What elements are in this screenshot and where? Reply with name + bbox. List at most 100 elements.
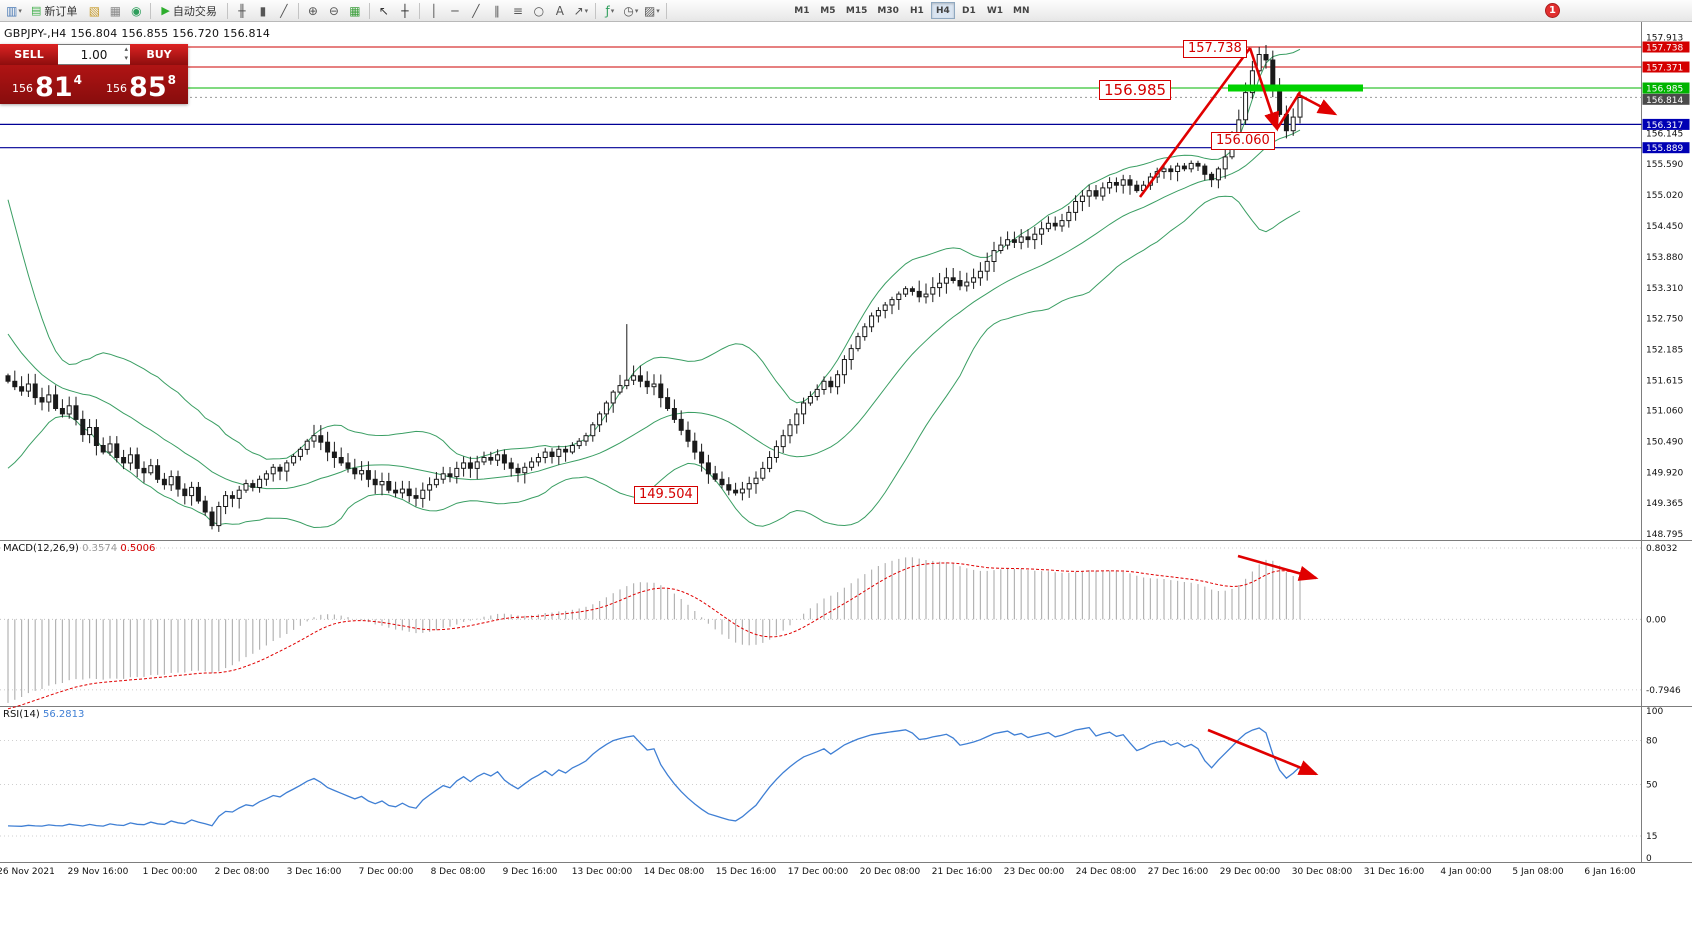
bollinger-bands	[7, 48, 1301, 529]
chart-canvas[interactable]: 0.8032 0.00 -0.7946 100 80 50 15 0 157.913 156.14…	[0, 22, 1692, 940]
volume-up-icon[interactable]: ▴	[124, 45, 128, 53]
profiles-icon[interactable]: ▧	[84, 2, 104, 20]
buy-button[interactable]: BUY	[130, 44, 188, 65]
cursor-icon: ↖	[378, 3, 389, 18]
horizontal-line-icon[interactable]: ─	[445, 2, 465, 20]
text-icon[interactable]: A	[550, 2, 570, 20]
periods-icon[interactable]: ◷ ▾	[621, 2, 641, 20]
market-watch-icon[interactable]: ▦	[105, 2, 125, 20]
fibonacci-icon[interactable]: ≡	[508, 2, 528, 20]
shapes-icon: ○	[533, 3, 545, 18]
svg-text:9 Dec 16:00: 9 Dec 16:00	[503, 867, 558, 877]
toolbar-separator	[226, 2, 228, 19]
arrow-tool-icon[interactable]: ↗ ▾	[571, 2, 591, 20]
crosshair-icon: ┼	[401, 3, 409, 18]
sell-button[interactable]: SELL	[0, 44, 58, 65]
svg-text:149.365: 149.365	[1646, 499, 1683, 509]
bollinger-middle-band	[7, 129, 1301, 490]
price-marker	[1642, 82, 1690, 94]
price-annotation-low[interactable]: 149.504	[634, 486, 698, 504]
timeframe-M30[interactable]: M30	[877, 5, 899, 16]
sell-price-prefix: 156	[12, 82, 34, 95]
tile-windows-icon[interactable]: ▦	[345, 2, 365, 20]
svg-text:50: 50	[1646, 781, 1658, 791]
macd-name: MACD(12,26,9)	[3, 543, 79, 554]
price-marker	[1642, 61, 1690, 73]
price-annotation-resistance[interactable]: 156.985	[1099, 80, 1172, 100]
buy-price[interactable]: 156 85 8	[94, 65, 188, 104]
bollinger-upper-band	[7, 48, 1301, 460]
cursor-icon[interactable]: ↖	[374, 2, 394, 20]
zoom-in-icon[interactable]: ⊕	[303, 2, 323, 20]
chart-ohlc-title: GBPJPY-,H4 156.804 156.855 156.720 156.814	[4, 27, 274, 40]
candlestick-chart-icon: ▮	[259, 3, 267, 18]
svg-text:155.889: 155.889	[1646, 144, 1683, 154]
market-watch-icon: ▦	[109, 3, 122, 18]
price-marker	[1642, 118, 1690, 130]
price-annotation-pullback[interactable]: 156.060	[1211, 132, 1275, 150]
notification-badge[interactable]: 1	[1545, 3, 1560, 18]
navigator-icon[interactable]: ◉	[126, 2, 146, 20]
line-chart-icon[interactable]: ╱	[274, 2, 294, 20]
symbol-period: GBPJPY-,H4	[4, 27, 67, 40]
svg-text:152.750: 152.750	[1646, 315, 1683, 325]
volume-field[interactable]: 1.00 ▴ ▾	[58, 44, 130, 65]
svg-text:8 Dec 08:00: 8 Dec 08:00	[431, 867, 486, 877]
crosshair-icon[interactable]: ┼	[395, 2, 415, 20]
timeframe-H1[interactable]: H1	[909, 5, 924, 16]
svg-text:14 Dec 08:00: 14 Dec 08:00	[644, 867, 705, 877]
volume-stepper[interactable]: ▴ ▾	[124, 46, 128, 64]
zoom-out-icon[interactable]: ⊖	[324, 2, 344, 20]
macd-signal-value: 0.5006	[120, 543, 156, 554]
svg-text:152.185: 152.185	[1646, 345, 1683, 355]
sell-price[interactable]: 156 81 4	[0, 65, 94, 104]
channel-icon: ∥	[493, 3, 500, 18]
candlestick-chart-icon[interactable]: ▮	[253, 2, 273, 20]
svg-text:26 Nov 2021: 26 Nov 2021	[0, 867, 55, 877]
time-axis[interactable]: 26 Nov 2021 29 Nov 16:00 1 Dec 00:00 2 Dec …	[0, 867, 1636, 877]
trendline-icon[interactable]: ╱	[466, 2, 486, 20]
horizontal-level-lines[interactable]	[0, 46, 1642, 149]
svg-text:13 Dec 00:00: 13 Dec 00:00	[572, 867, 633, 877]
dropdown-caret-icon: ▾	[656, 6, 660, 15]
timeframe-MN[interactable]: MN	[1013, 5, 1030, 16]
svg-text:150.490: 150.490	[1646, 438, 1683, 448]
toolbar-separator	[665, 2, 667, 19]
trendline-icon: ╱	[472, 3, 480, 18]
templates-icon[interactable]: ▨ ▾	[642, 2, 662, 20]
svg-text:153.880: 153.880	[1646, 253, 1683, 263]
svg-text:156.985: 156.985	[1646, 85, 1683, 95]
vertical-line-icon[interactable]: │	[424, 2, 444, 20]
volume-down-icon[interactable]: ▾	[124, 54, 128, 62]
bar-chart-icon[interactable]: ╫	[232, 2, 252, 20]
svg-text:24 Dec 08:00: 24 Dec 08:00	[1076, 867, 1137, 877]
indicators-icon[interactable]: ƒ ▾	[600, 2, 620, 20]
tile-windows-icon: ▦	[349, 3, 361, 18]
timeframe-H4[interactable]: H4	[930, 2, 955, 19]
timeframe-W1[interactable]: W1	[986, 5, 1004, 16]
macd-grid: 0.8032 0.00 -0.7946	[0, 544, 1681, 696]
svg-text:6 Jan 16:00: 6 Jan 16:00	[1584, 867, 1636, 877]
timeframe-M1[interactable]: M1	[794, 5, 810, 16]
price-annotation-peak[interactable]: 157.738	[1183, 40, 1247, 58]
toolbar-separator	[594, 2, 596, 19]
navigator-icon: ◉	[131, 3, 142, 18]
svg-text:3 Dec 16:00: 3 Dec 16:00	[287, 867, 342, 877]
svg-text:154.450: 154.450	[1646, 222, 1683, 232]
new-chart-button[interactable]: ▥ ▾	[4, 2, 24, 20]
new-order-button[interactable]: ▤ 新订单	[25, 2, 83, 20]
shapes-icon[interactable]: ○	[529, 2, 549, 20]
svg-text:156.145: 156.145	[1646, 130, 1683, 140]
timeframe-D1[interactable]: D1	[961, 5, 976, 16]
ohlc-close: 156.814	[223, 27, 271, 40]
price-axis[interactable]: 157.913 156.145 155.590 155.020 154.450 153.8…	[1642, 33, 1690, 540]
auto-trading-button[interactable]: ▶ 自动交易	[155, 2, 222, 20]
trend-arrows[interactable]	[1138, 47, 1338, 776]
timeframe-M15[interactable]: M15	[845, 5, 868, 16]
toolbar-separator	[297, 2, 299, 19]
svg-text:0.00: 0.00	[1646, 615, 1666, 625]
svg-text:29 Dec 00:00: 29 Dec 00:00	[1220, 867, 1281, 877]
buy-price-prefix: 156	[106, 82, 128, 95]
channel-icon[interactable]: ∥	[487, 2, 507, 20]
timeframe-M5[interactable]: M5	[820, 5, 836, 16]
